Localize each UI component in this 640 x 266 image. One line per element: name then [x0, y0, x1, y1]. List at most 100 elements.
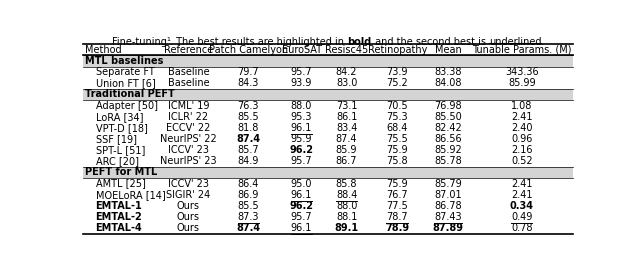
Text: 85.79: 85.79: [434, 178, 462, 189]
Text: 84.3: 84.3: [237, 78, 259, 88]
Text: MOELoRA [14]: MOELoRA [14]: [95, 190, 165, 200]
Text: 0.78: 0.78: [511, 223, 532, 233]
Text: 84.9: 84.9: [237, 156, 259, 166]
Text: 85.5: 85.5: [237, 112, 259, 122]
Text: 83.4: 83.4: [336, 123, 357, 133]
Text: 2.16: 2.16: [511, 145, 532, 155]
Text: Union FT [6]: Union FT [6]: [95, 78, 156, 88]
Text: 95.0: 95.0: [291, 178, 312, 189]
Bar: [83, 55, 573, 66]
Text: 93.9: 93.9: [291, 78, 312, 88]
Text: 96.1: 96.1: [291, 190, 312, 200]
Text: 70.5: 70.5: [387, 101, 408, 110]
Text: 343.36: 343.36: [505, 67, 538, 77]
Text: 68.4: 68.4: [387, 123, 408, 133]
Text: EMTAL-2: EMTAL-2: [95, 212, 142, 222]
Text: 79.7: 79.7: [237, 67, 259, 77]
Text: 86.78: 86.78: [434, 201, 462, 211]
Text: Traditional PEFT: Traditional PEFT: [85, 89, 175, 99]
Text: and the second best is: and the second best is: [372, 36, 489, 47]
Text: 87.43: 87.43: [434, 212, 462, 222]
Bar: [83, 167, 573, 178]
Text: 88.0: 88.0: [291, 101, 312, 110]
Text: 87.3: 87.3: [237, 212, 259, 222]
Text: Patch Camelyon: Patch Camelyon: [209, 45, 288, 55]
Text: 75.8: 75.8: [387, 156, 408, 166]
Text: ICLR' 22: ICLR' 22: [168, 112, 209, 122]
Text: Separate FT: Separate FT: [95, 67, 154, 77]
Text: 85.99: 85.99: [508, 78, 536, 88]
Text: 86.56: 86.56: [434, 134, 462, 144]
Text: 96.1: 96.1: [291, 223, 312, 233]
Text: 73.9: 73.9: [387, 67, 408, 77]
Text: 82.42: 82.42: [434, 123, 462, 133]
Text: 88.4: 88.4: [336, 190, 357, 200]
Text: ICCV' 23: ICCV' 23: [168, 178, 209, 189]
Text: ¹: ¹: [166, 36, 170, 47]
Text: SIGIR' 24: SIGIR' 24: [166, 190, 211, 200]
Text: 2.41: 2.41: [511, 112, 532, 122]
Text: 85.92: 85.92: [434, 145, 462, 155]
Text: 86.7: 86.7: [336, 156, 357, 166]
Text: 75.2: 75.2: [387, 78, 408, 88]
Text: Tunable Params. (M): Tunable Params. (M): [472, 45, 572, 55]
Text: MTL baselines: MTL baselines: [85, 56, 164, 66]
Text: Retinopathy: Retinopathy: [367, 45, 427, 55]
Text: 87.4: 87.4: [236, 134, 260, 144]
Text: 86.9: 86.9: [237, 190, 259, 200]
Bar: [83, 89, 573, 100]
Text: 0.96: 0.96: [511, 134, 532, 144]
Text: NeurIPS' 22: NeurIPS' 22: [160, 134, 217, 144]
Text: 75.9: 75.9: [387, 178, 408, 189]
Text: 76.98: 76.98: [434, 101, 462, 110]
Text: 83.38: 83.38: [435, 67, 461, 77]
Text: 96.2: 96.2: [289, 201, 314, 211]
Text: 85.7: 85.7: [237, 145, 259, 155]
Text: ECCV' 22: ECCV' 22: [166, 123, 211, 133]
Text: Reference: Reference: [164, 45, 213, 55]
Text: 95.3: 95.3: [291, 112, 312, 122]
Text: . The best results are highlighted in: . The best results are highlighted in: [170, 36, 348, 47]
Text: 95.7: 95.7: [291, 67, 312, 77]
Text: 88.0: 88.0: [336, 201, 357, 211]
Text: 0.49: 0.49: [511, 212, 532, 222]
Text: ICML' 19: ICML' 19: [168, 101, 209, 110]
Text: SPT-L [51]: SPT-L [51]: [95, 145, 145, 155]
Text: Baseline: Baseline: [168, 67, 209, 77]
Text: underlined: underlined: [489, 36, 541, 47]
Text: 95.9: 95.9: [291, 134, 312, 144]
Text: 81.8: 81.8: [237, 123, 259, 133]
Text: 75.9: 75.9: [387, 145, 408, 155]
Text: VPT-D [18]: VPT-D [18]: [95, 123, 147, 133]
Text: 95.7: 95.7: [291, 156, 312, 166]
Text: SSF [19]: SSF [19]: [95, 134, 136, 144]
Text: 84.08: 84.08: [435, 78, 461, 88]
Text: .: .: [541, 36, 545, 47]
Text: AMTL [25]: AMTL [25]: [95, 178, 145, 189]
Text: 89.1: 89.1: [335, 223, 358, 233]
Text: Mean: Mean: [435, 45, 461, 55]
Text: 85.8: 85.8: [336, 178, 357, 189]
Text: Fine-tuning: Fine-tuning: [111, 36, 166, 47]
Text: 88.1: 88.1: [336, 212, 357, 222]
Text: 75.3: 75.3: [387, 112, 408, 122]
Text: EMTAL-1: EMTAL-1: [95, 201, 142, 211]
Text: 86.1: 86.1: [336, 112, 357, 122]
Text: EMTAL-4: EMTAL-4: [95, 223, 142, 233]
Text: 85.5: 85.5: [237, 201, 259, 211]
Text: 76.7: 76.7: [387, 190, 408, 200]
Text: EuroSAT: EuroSAT: [282, 45, 321, 55]
Text: 87.01: 87.01: [434, 190, 462, 200]
Text: 78.9: 78.9: [385, 223, 410, 233]
Text: Resisc45: Resisc45: [325, 45, 368, 55]
Text: 83.0: 83.0: [336, 78, 357, 88]
Text: 95.7: 95.7: [291, 212, 312, 222]
Text: Baseline: Baseline: [168, 78, 209, 88]
Text: Ours: Ours: [177, 212, 200, 222]
Text: Method: Method: [85, 45, 122, 55]
Text: Adapter [50]: Adapter [50]: [95, 101, 157, 110]
Text: 0.34: 0.34: [509, 201, 534, 211]
Text: ARC [20]: ARC [20]: [95, 156, 138, 166]
Text: 96.2: 96.2: [289, 145, 314, 155]
Text: 2.41: 2.41: [511, 190, 532, 200]
